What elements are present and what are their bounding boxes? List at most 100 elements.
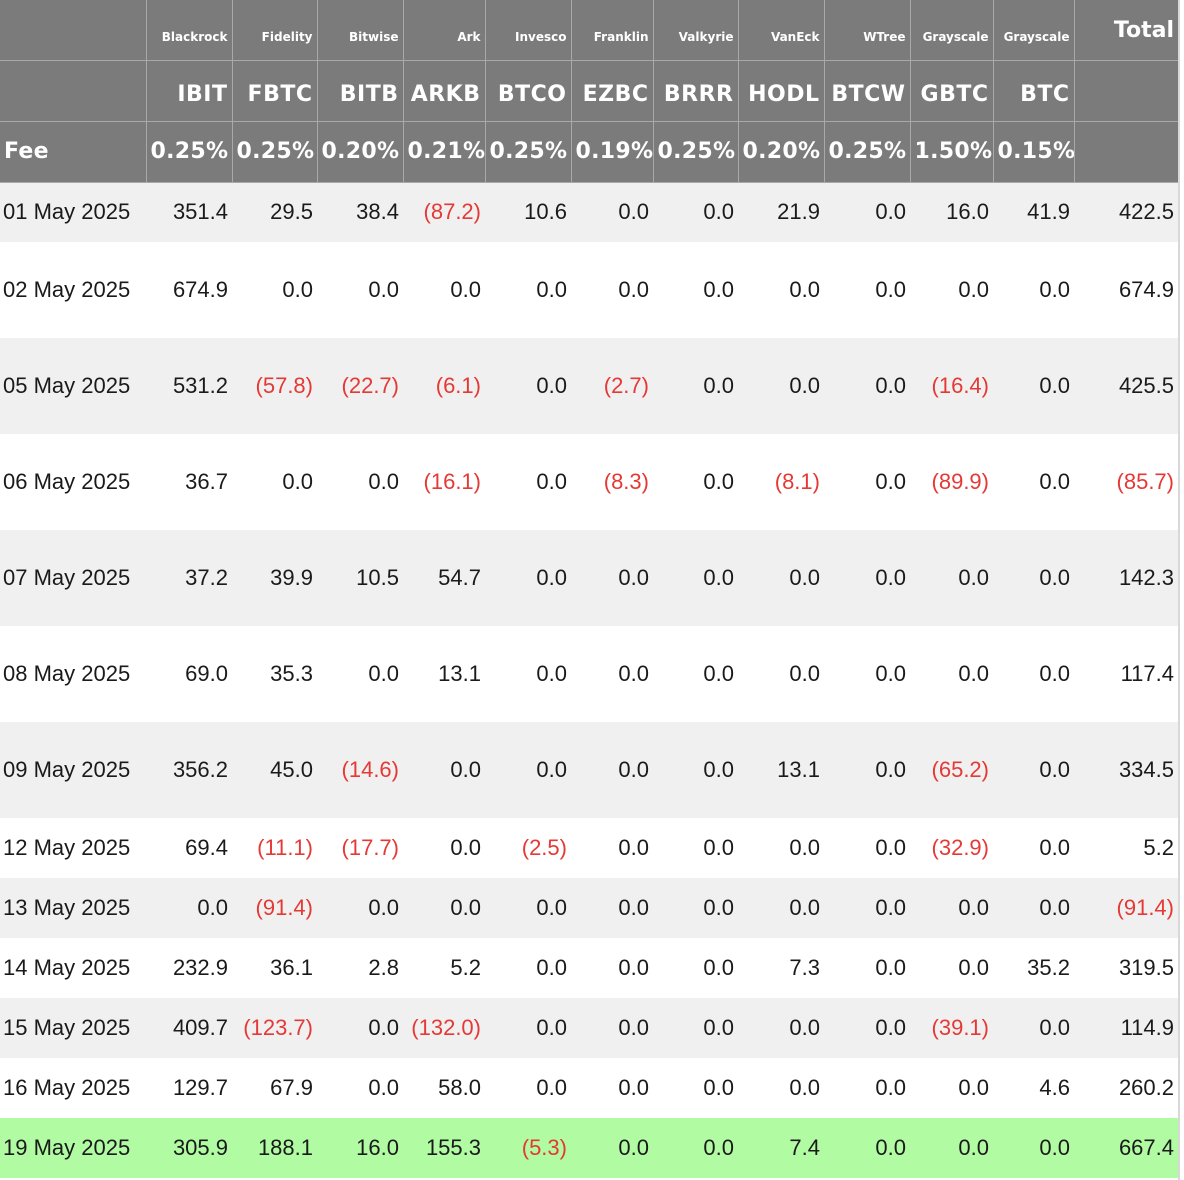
flow-cell: 0.0 xyxy=(910,1118,993,1178)
total-cell: (91.4) xyxy=(1074,878,1178,938)
date-cell: 19 May 2025 xyxy=(0,1118,146,1178)
flow-cell: 0.0 xyxy=(875,1075,906,1100)
ticker-header-cell: BTCW xyxy=(823,60,910,122)
total-header-cell: Total xyxy=(1073,0,1178,61)
flow-cell: 0.0 xyxy=(536,469,567,494)
flow-cell: 0.0 xyxy=(485,878,571,938)
flow-cell: 29.5 xyxy=(232,182,317,242)
flow-cell: 0.0 xyxy=(653,530,738,626)
flow-cell: (8.1) xyxy=(774,469,820,494)
flow-cell: (32.9) xyxy=(931,835,989,860)
flow-cell: 0.0 xyxy=(571,182,653,242)
table-row: 01 May 2025 351.4 29.5 38.4 (87.2) 10.6 0.0 0.0… xyxy=(0,182,1178,242)
flow-cell: 58.0 xyxy=(438,1075,481,1100)
flow-cell: 0.0 xyxy=(993,998,1074,1058)
fee-header-cell: 0.25% xyxy=(484,121,571,183)
table-row: 07 May 2025 37.2 39.9 10.5 54.7 0.0 0.0 0.0 0.0 0… xyxy=(0,530,1178,626)
fee-label: Fee xyxy=(0,121,146,183)
fee-header-cell: 0.15% xyxy=(992,121,1074,183)
total-cell: (85.7) xyxy=(1116,469,1174,494)
flow-cell: 0.0 xyxy=(571,722,653,818)
flow-cell: 54.7 xyxy=(403,530,485,626)
flow-cell: 0.0 xyxy=(536,661,567,686)
flow-cell: 0.0 xyxy=(1039,661,1070,686)
ticker-header-row: IBIT FBTC BITB ARKB BTCO EZBC BRRR HODL … xyxy=(0,60,1178,122)
table-row: 02 May 2025 674.9 0.0 0.0 0.0 0.0 0.0 0.0 0.0 0.0… xyxy=(0,242,1178,338)
total-cell: 5.2 xyxy=(1143,835,1174,860)
flow-cell: 35.3 xyxy=(270,661,313,686)
date-cell: 08 May 2025 xyxy=(3,661,131,686)
flow-cell: 36.7 xyxy=(185,469,228,494)
flow-cell: 0.0 xyxy=(993,878,1074,938)
flow-cell: 0.0 xyxy=(485,998,571,1058)
date-cell: 15 May 2025 xyxy=(0,998,146,1058)
flow-cell: (89.9) xyxy=(931,469,989,494)
flow-cell: 409.7 xyxy=(146,998,232,1058)
flow-cell: 0.0 xyxy=(993,722,1074,818)
flow-cell: 16.0 xyxy=(910,182,993,242)
flow-cell: 0.0 xyxy=(1039,277,1070,302)
flow-cell: 0.0 xyxy=(738,998,824,1058)
ticker-header-cell: BRRR xyxy=(652,60,738,122)
flow-cell: 155.3 xyxy=(403,1118,485,1178)
data-rows: 01 May 2025 351.4 29.5 38.4 (87.2) 10.6 0.0 0.0… xyxy=(0,182,1178,1178)
flow-cell: 0.0 xyxy=(282,469,313,494)
fee-header-cell: 1.50% xyxy=(909,121,993,183)
flow-cell: 188.1 xyxy=(232,1118,317,1178)
fee-header-cell: 0.25% xyxy=(145,121,232,183)
total-cell: 334.5 xyxy=(1074,722,1178,818)
ticker-header-cell: BITB xyxy=(316,60,403,122)
fee-header-cell: 0.20% xyxy=(737,121,824,183)
flow-cell: 0.0 xyxy=(910,530,993,626)
flow-cell: 0.0 xyxy=(653,722,738,818)
flow-cell: (65.2) xyxy=(910,722,993,818)
flow-cell: 0.0 xyxy=(703,835,734,860)
flow-cell: 4.6 xyxy=(1039,1075,1070,1100)
flow-cell: (2.5) xyxy=(521,835,567,860)
issuer-header-cell: VanEck xyxy=(737,0,824,61)
ticker-header-cell: BTCO xyxy=(484,60,571,122)
flow-cell: (91.4) xyxy=(232,878,317,938)
flow-cell: (22.7) xyxy=(317,338,403,434)
flow-cell: 0.0 xyxy=(789,835,820,860)
flow-cell: 7.3 xyxy=(789,955,820,980)
flow-cell: 0.0 xyxy=(958,661,989,686)
flow-cell: 0.0 xyxy=(450,277,481,302)
total-cell: 674.9 xyxy=(1118,277,1174,302)
flow-cell: 0.0 xyxy=(146,878,232,938)
flow-cell: 67.9 xyxy=(270,1075,313,1100)
issuer-header-cell: Franklin xyxy=(570,0,653,61)
total-cell: 667.4 xyxy=(1074,1118,1178,1178)
flow-cell: 0.0 xyxy=(571,998,653,1058)
flow-cell: 7.4 xyxy=(738,1118,824,1178)
table-row: 08 May 2025 69.0 35.3 0.0 13.1 0.0 0.0 0.0 0.0 0.… xyxy=(0,626,1178,722)
flow-cell: 35.2 xyxy=(1027,955,1070,980)
total-cell: 422.5 xyxy=(1074,182,1178,242)
ticker-corner-cell xyxy=(0,60,146,122)
flow-cell: 0.0 xyxy=(738,338,824,434)
date-cell: 14 May 2025 xyxy=(3,955,131,980)
flow-cell: (5.3) xyxy=(485,1118,571,1178)
flow-cell: 45.0 xyxy=(232,722,317,818)
flow-cell: 0.0 xyxy=(824,998,910,1058)
ticker-header-cell: EZBC xyxy=(570,60,653,122)
fee-header-cell: 0.19% xyxy=(570,121,653,183)
flow-cell: 0.0 xyxy=(738,530,824,626)
date-cell: 07 May 2025 xyxy=(0,530,146,626)
table-row: 06 May 2025 36.7 0.0 0.0 (16.1) 0.0 (8.3) 0.0 (8… xyxy=(0,434,1178,530)
flow-cell: 0.0 xyxy=(824,878,910,938)
flow-cell: (123.7) xyxy=(232,998,317,1058)
total-cell: 319.5 xyxy=(1118,955,1174,980)
flow-cell: 0.0 xyxy=(653,1118,738,1178)
flow-cell: 0.0 xyxy=(653,182,738,242)
flow-cell: 0.0 xyxy=(485,338,571,434)
table-row: 12 May 2025 69.4 (11.1) (17.7) 0.0 (2.5) 0.0 0.… xyxy=(0,818,1178,878)
issuer-header-cell: WTree xyxy=(823,0,910,61)
flow-cell: 0.0 xyxy=(317,878,403,938)
date-cell: 09 May 2025 xyxy=(0,722,146,818)
flow-cell: 0.0 xyxy=(789,661,820,686)
flow-cell: 13.1 xyxy=(738,722,824,818)
flow-cell: 0.0 xyxy=(703,469,734,494)
issuer-header-cell: Bitwise xyxy=(316,0,403,61)
flow-cell: 5.2 xyxy=(450,955,481,980)
